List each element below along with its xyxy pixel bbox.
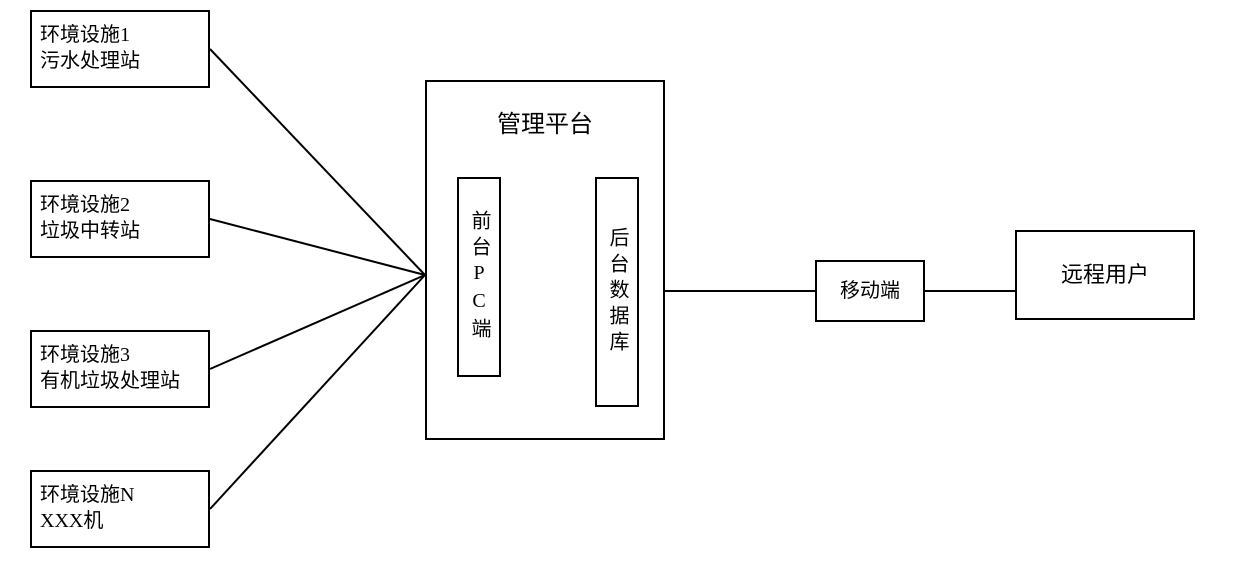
facility-4-line1: 环境设施N [40,482,200,508]
platform-title: 管理平台 [427,110,663,141]
facility-3: 环境设施3 有机垃圾处理站 [30,330,210,408]
facility-1-line1: 环境设施1 [40,22,200,48]
facility-2: 环境设施2 垃圾中转站 [30,180,210,258]
facility-3-line1: 环境设施3 [40,342,200,368]
remote-label: 远程用户 [1061,261,1149,290]
edge-f1-platform [210,49,425,275]
facility-2-line1: 环境设施2 [40,192,200,218]
facility-4: 环境设施N XXX机 [30,470,210,548]
facility-1-line2: 污水处理站 [40,48,200,74]
edge-f2-platform [210,219,425,275]
remote-user: 远程用户 [1015,230,1195,320]
edge-f4-platform [210,275,425,509]
platform-front: 前台PC端 [457,177,501,377]
facility-3-line2: 有机垃圾处理站 [40,368,200,394]
edge-f3-platform [210,275,425,369]
platform-back: 后台数据库 [595,177,639,407]
facility-4-line2: XXX机 [40,508,200,534]
mobile-label: 移动端 [840,278,900,304]
mobile: 移动端 [815,260,925,322]
facility-1: 环境设施1 污水处理站 [30,10,210,88]
facility-2-line2: 垃圾中转站 [40,218,200,244]
platform: 管理平台 前台PC端 后台数据库 [425,80,665,440]
